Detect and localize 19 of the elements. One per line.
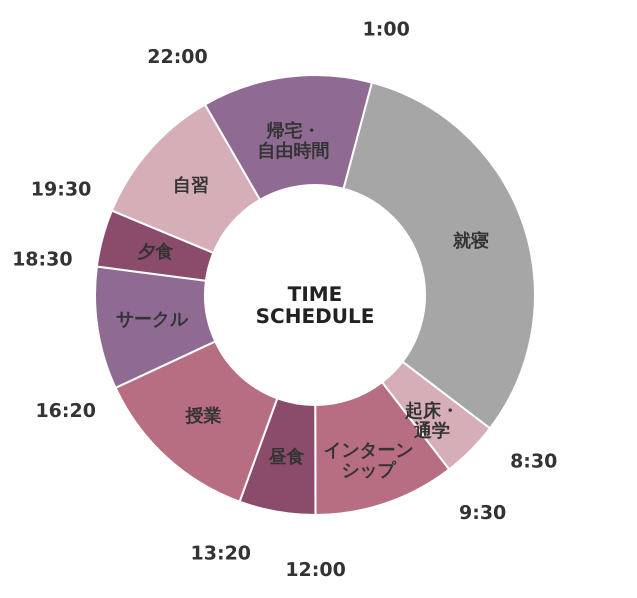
text: 16:20 [35,400,96,422]
slice-label: 起床・通学 [404,400,459,442]
slice-label: 就寝 [452,230,490,252]
slice-label: サークル [116,309,189,330]
slice-label: 昼食 [267,446,304,468]
text: 1:00 [362,18,410,40]
slice-label: 夕食 [136,241,174,262]
text: 22:00 [147,46,208,68]
text: TIME SCHEDULE [256,282,374,328]
slice-label: 帰宅・自由時間 [257,120,330,162]
slice-label: 自習 [173,175,210,196]
text: 19:30 [30,178,92,200]
text: 9:30 [459,502,506,524]
text: 12:00 [285,559,346,581]
text: 8:30 [510,450,558,473]
slice-label: インターンシップ [323,440,414,482]
slice-label: 授業 [184,406,222,427]
text: 13:20 [190,542,252,564]
text: 18:30 [12,248,73,270]
